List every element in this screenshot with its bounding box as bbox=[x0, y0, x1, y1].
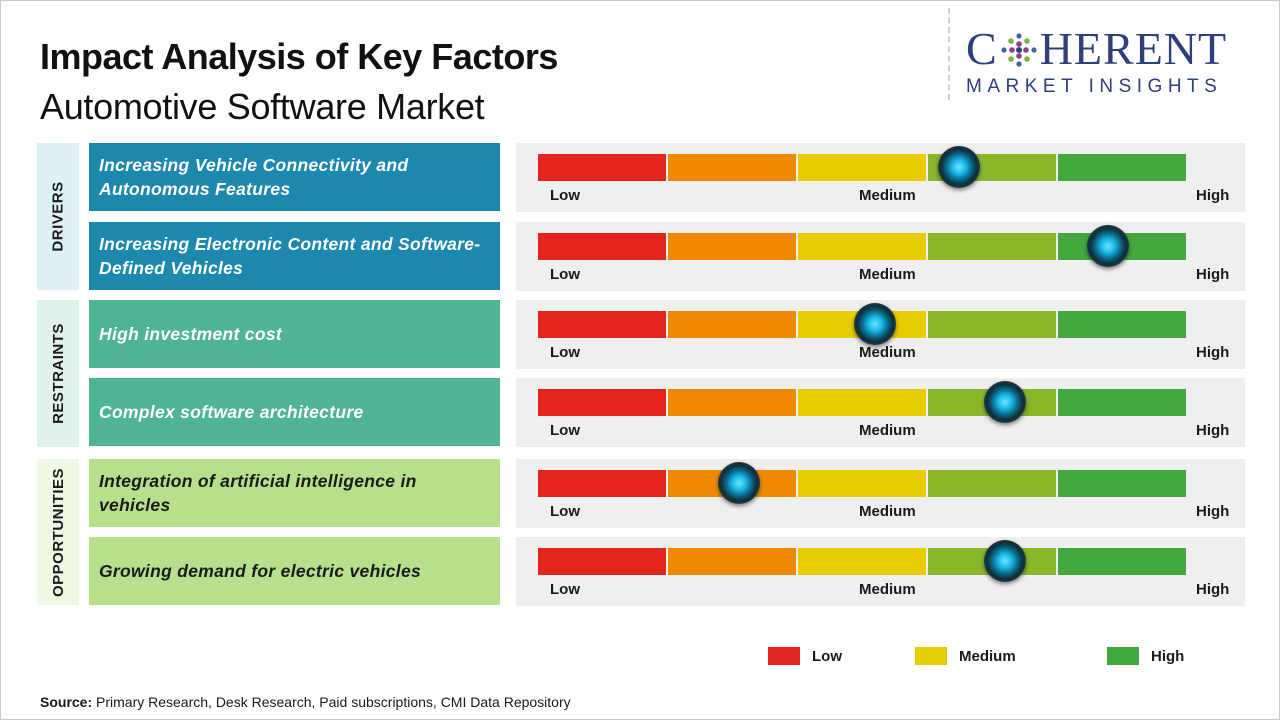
impact-scale-bar bbox=[538, 548, 1186, 575]
logo-dots-icon bbox=[1001, 33, 1037, 67]
scale-segment bbox=[538, 389, 666, 416]
scale-segment bbox=[538, 548, 666, 575]
scale-segment bbox=[538, 311, 666, 338]
scale-segment bbox=[798, 389, 926, 416]
legend-label-high: High bbox=[1151, 647, 1185, 665]
scale-label-high: High bbox=[1196, 266, 1230, 283]
scale-segment bbox=[668, 389, 796, 416]
scale-label-low: Low bbox=[550, 503, 580, 520]
chart-title: Impact Analysis of Key Factors bbox=[40, 36, 558, 77]
impact-gauge: Low Medium High bbox=[516, 378, 1245, 447]
logo-divider bbox=[948, 8, 950, 100]
scale-label-high: High bbox=[1196, 422, 1230, 439]
scale-label-high: High bbox=[1196, 503, 1230, 520]
impact-marker bbox=[983, 540, 1026, 582]
scale-label-medium: Medium bbox=[859, 187, 916, 204]
logo-letters: HERENT bbox=[1039, 23, 1228, 74]
legend-swatch-low bbox=[768, 647, 800, 665]
scale-segment bbox=[1058, 389, 1186, 416]
scale-segment bbox=[1058, 154, 1186, 181]
impact-gauge: Low Medium High bbox=[516, 459, 1245, 528]
scale-label-low: Low bbox=[550, 422, 580, 439]
scale-label-medium: Medium bbox=[859, 422, 916, 439]
factor-label-text: Increasing Vehicle Connectivity and Auto… bbox=[99, 155, 409, 199]
factor-label: Integration of artificial intelligence i… bbox=[89, 459, 500, 527]
category-restraints: RESTRAINTS bbox=[37, 300, 79, 447]
category-opportunities-label: OPPORTUNITIES bbox=[49, 467, 67, 597]
impact-marker bbox=[938, 146, 981, 188]
scale-segment bbox=[668, 311, 796, 338]
factor-label-text: Growing demand for electric vehicles bbox=[99, 561, 422, 581]
scale-label-high: High bbox=[1196, 187, 1230, 204]
impact-gauge: Low Medium High bbox=[516, 300, 1245, 369]
scale-segment bbox=[668, 233, 796, 260]
factor-label-text: Complex software architecture bbox=[99, 402, 364, 422]
scale-segment bbox=[1058, 311, 1186, 338]
scale-label-high: High bbox=[1196, 344, 1230, 361]
impact-gauge: Low Medium High bbox=[516, 537, 1245, 606]
scale-segment bbox=[928, 470, 1056, 497]
scale-segment bbox=[928, 233, 1056, 260]
factor-label: Increasing Vehicle Connectivity and Auto… bbox=[89, 143, 500, 211]
category-drivers: DRIVERS bbox=[37, 143, 79, 290]
scale-label-low: Low bbox=[550, 266, 580, 283]
factor-label: Growing demand for electric vehicles bbox=[89, 537, 500, 605]
logo-tagline: MARKET INSIGHTS bbox=[966, 76, 1223, 97]
impact-scale-bar bbox=[538, 311, 1186, 338]
scale-segment bbox=[798, 233, 926, 260]
category-drivers-label: DRIVERS bbox=[49, 181, 67, 252]
scale-segment bbox=[538, 470, 666, 497]
scale-segment bbox=[798, 548, 926, 575]
source-note: Source: Primary Research, Desk Research,… bbox=[40, 694, 571, 710]
scale-segment bbox=[928, 311, 1056, 338]
source-text: Primary Research, Desk Research, Paid su… bbox=[96, 694, 571, 710]
chart-subtitle: Automotive Software Market bbox=[40, 86, 485, 127]
factor-label-text: Integration of artificial intelligence i… bbox=[99, 471, 417, 515]
impact-scale-bar bbox=[538, 389, 1186, 416]
factor-label-text: High investment cost bbox=[99, 324, 282, 344]
impact-gauge: Low Medium High bbox=[516, 143, 1245, 212]
scale-label-medium: Medium bbox=[859, 503, 916, 520]
scale-segment bbox=[798, 154, 926, 181]
scale-label-medium: Medium bbox=[859, 344, 916, 361]
legend-label-low: Low bbox=[812, 647, 842, 665]
logo-letter-c: C bbox=[966, 23, 998, 74]
scale-label-high: High bbox=[1196, 581, 1230, 598]
scale-segment bbox=[538, 233, 666, 260]
factor-label: High investment cost bbox=[89, 300, 500, 368]
source-prefix: Source: bbox=[40, 694, 93, 710]
scale-label-low: Low bbox=[550, 187, 580, 204]
logo-wordmark: C HERENT bbox=[966, 26, 1266, 72]
scale-segment bbox=[668, 548, 796, 575]
impact-marker bbox=[853, 303, 896, 345]
factor-label: Complex software architecture bbox=[89, 378, 500, 446]
impact-marker bbox=[717, 462, 760, 504]
impact-marker bbox=[1087, 225, 1130, 267]
impact-marker bbox=[983, 381, 1026, 423]
category-restraints-label: RESTRAINTS bbox=[49, 323, 67, 424]
factor-label-text: Increasing Electronic Content and Softwa… bbox=[99, 234, 481, 278]
factor-label: Increasing Electronic Content and Softwa… bbox=[89, 222, 500, 290]
legend-item-low: Low bbox=[768, 647, 842, 665]
impact-scale-bar bbox=[538, 470, 1186, 497]
legend-swatch-medium bbox=[915, 647, 947, 665]
scale-label-low: Low bbox=[550, 581, 580, 598]
impact-gauge: Low Medium High bbox=[516, 222, 1245, 291]
impact-scale-bar bbox=[538, 154, 1186, 181]
company-logo: C HERENT MARKET INSIGHTS bbox=[966, 26, 1266, 98]
category-opportunities: OPPORTUNITIES bbox=[37, 459, 79, 605]
legend-swatch-high bbox=[1107, 647, 1139, 665]
legend-item-high: High bbox=[1107, 647, 1184, 665]
legend-item-medium: Medium bbox=[915, 647, 1016, 665]
scale-segment bbox=[668, 154, 796, 181]
scale-segment bbox=[798, 470, 926, 497]
scale-segment bbox=[1058, 470, 1186, 497]
scale-label-low: Low bbox=[550, 344, 580, 361]
scale-segment bbox=[538, 154, 666, 181]
scale-segment bbox=[1058, 548, 1186, 575]
legend-label-medium: Medium bbox=[959, 647, 1016, 665]
scale-label-medium: Medium bbox=[859, 266, 916, 283]
scale-label-medium: Medium bbox=[859, 581, 916, 598]
